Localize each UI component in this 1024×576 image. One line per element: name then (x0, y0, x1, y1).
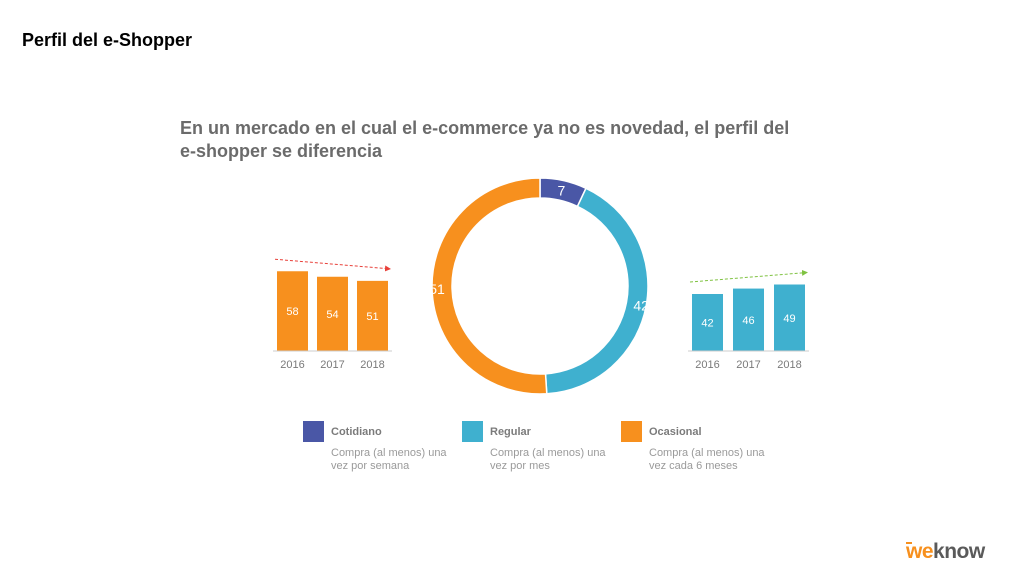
regular-trend-bar-2018 (774, 284, 805, 351)
legend-name-cotidiano: Cotidiano (331, 426, 382, 438)
legend-name-ocasional: Ocasional (649, 426, 702, 438)
regular-trend-trend-arrow (689, 269, 808, 283)
legend-desc-regular: Compra (al menos) una vez por mes (490, 447, 606, 472)
regular-trend-tick-label-2018: 2018 (777, 359, 801, 371)
headline-line-1: En un mercado en el cual el e-commerce y… (180, 118, 790, 138)
legend-desc-cotidiano: Compra (al menos) una vez por semana (331, 447, 447, 472)
regular-trend-bar-chart: 42 2016 46 2017 49 2018 (688, 269, 809, 371)
ocasional-trend-bar-value-2016: 58 (286, 306, 298, 318)
ocasional-trend-tick-label-2018: 2018 (360, 359, 384, 371)
ocasional-trend-bar-value-2018: 51 (366, 311, 378, 323)
ocasional-trend-bar-value-2017: 54 (326, 309, 338, 321)
regular-trend-bar-2016 (692, 294, 723, 351)
donut-chart: 7 42 51 (429, 177, 649, 395)
donut-value-ocasional: 51 (429, 281, 445, 297)
legend-swatch-ocasional (621, 421, 642, 442)
regular-trend-bar-value-2016: 42 (701, 318, 713, 330)
ocasional-trend-trend-arrow (274, 258, 391, 272)
ocasional-trend-bar-2016 (277, 271, 308, 351)
donut-value-cotidiano: 7 (557, 182, 565, 198)
donut-slice-ocasional (431, 177, 548, 395)
logo-mark (906, 542, 912, 547)
ocasional-trend-tick-label-2017: 2017 (320, 359, 344, 371)
donut-slice-regular (544, 187, 649, 395)
ocasional-trend-bar-2017 (317, 276, 348, 351)
regular-trend-bar-value-2017: 46 (742, 315, 754, 327)
ocasional-trend-bar-2018 (357, 280, 388, 351)
legend-desc-ocasional: Compra (al menos) una vez cada 6 meses (649, 447, 765, 472)
ocasional-trend-bar-chart: 58 2016 54 2017 51 2018 (273, 258, 392, 371)
headline-line-2: e-shopper se diferencia (180, 141, 383, 161)
legend-swatch-cotidiano (303, 421, 324, 442)
donut-value-regular: 42 (633, 297, 649, 313)
legend-name-regular: Regular (490, 426, 531, 438)
ocasional-trend-tick-label-2016: 2016 (280, 359, 304, 371)
headline: En un mercado en el cual el e-commerce y… (180, 117, 860, 163)
regular-trend-bar-2017 (733, 288, 764, 351)
regular-trend-bar-value-2018: 49 (783, 313, 795, 325)
regular-trend-tick-label-2016: 2016 (695, 359, 719, 371)
regular-trend-tick-label-2017: 2017 (736, 359, 760, 371)
legend-swatch-regular (462, 421, 483, 442)
weknow-logo: weknow (906, 540, 985, 563)
slide-title: Perfil del e-Shopper (22, 30, 193, 50)
